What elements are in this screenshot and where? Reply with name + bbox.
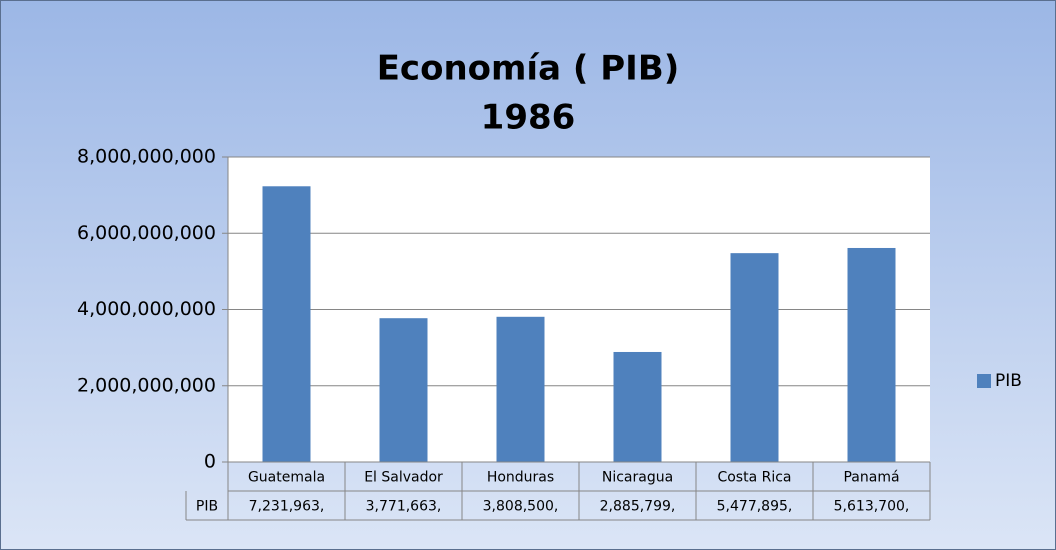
chart-title: Economía ( PIB)	[377, 49, 680, 89]
y-tick-label: 4,000,000,000	[77, 298, 216, 320]
bar	[379, 318, 428, 462]
y-tick-label: 2,000,000,000	[77, 374, 216, 396]
y-tick-label: 6,000,000,000	[77, 222, 216, 244]
legend-label: PIB	[995, 371, 1022, 391]
x-tick-label: Nicaragua	[602, 470, 673, 486]
x-tick-label: Costa Rica	[717, 470, 791, 486]
bar	[496, 316, 545, 462]
bar	[262, 186, 311, 462]
y-tick-label: 0	[204, 451, 216, 473]
chart-title: 1986	[481, 98, 576, 138]
x-tick-label: El Salvador	[364, 470, 443, 486]
table-value: 7,231,963,	[249, 499, 325, 515]
x-tick-label: Guatemala	[248, 470, 325, 486]
x-tick-label: Panamá	[843, 470, 899, 486]
table-value: 3,808,500,	[483, 499, 559, 515]
table-value: 5,477,895,	[717, 499, 793, 515]
table-value: 5,613,700,	[834, 499, 910, 515]
table-value: 3,771,663,	[366, 499, 442, 515]
legend-swatch	[977, 374, 991, 388]
bar	[847, 247, 896, 462]
table-value: 2,885,799,	[600, 499, 676, 515]
y-tick-label: 8,000,000,000	[77, 146, 216, 168]
x-tick-label: Honduras	[487, 470, 554, 486]
bar	[613, 351, 662, 462]
table-row-header: PIB	[196, 499, 218, 515]
bar	[730, 253, 779, 462]
